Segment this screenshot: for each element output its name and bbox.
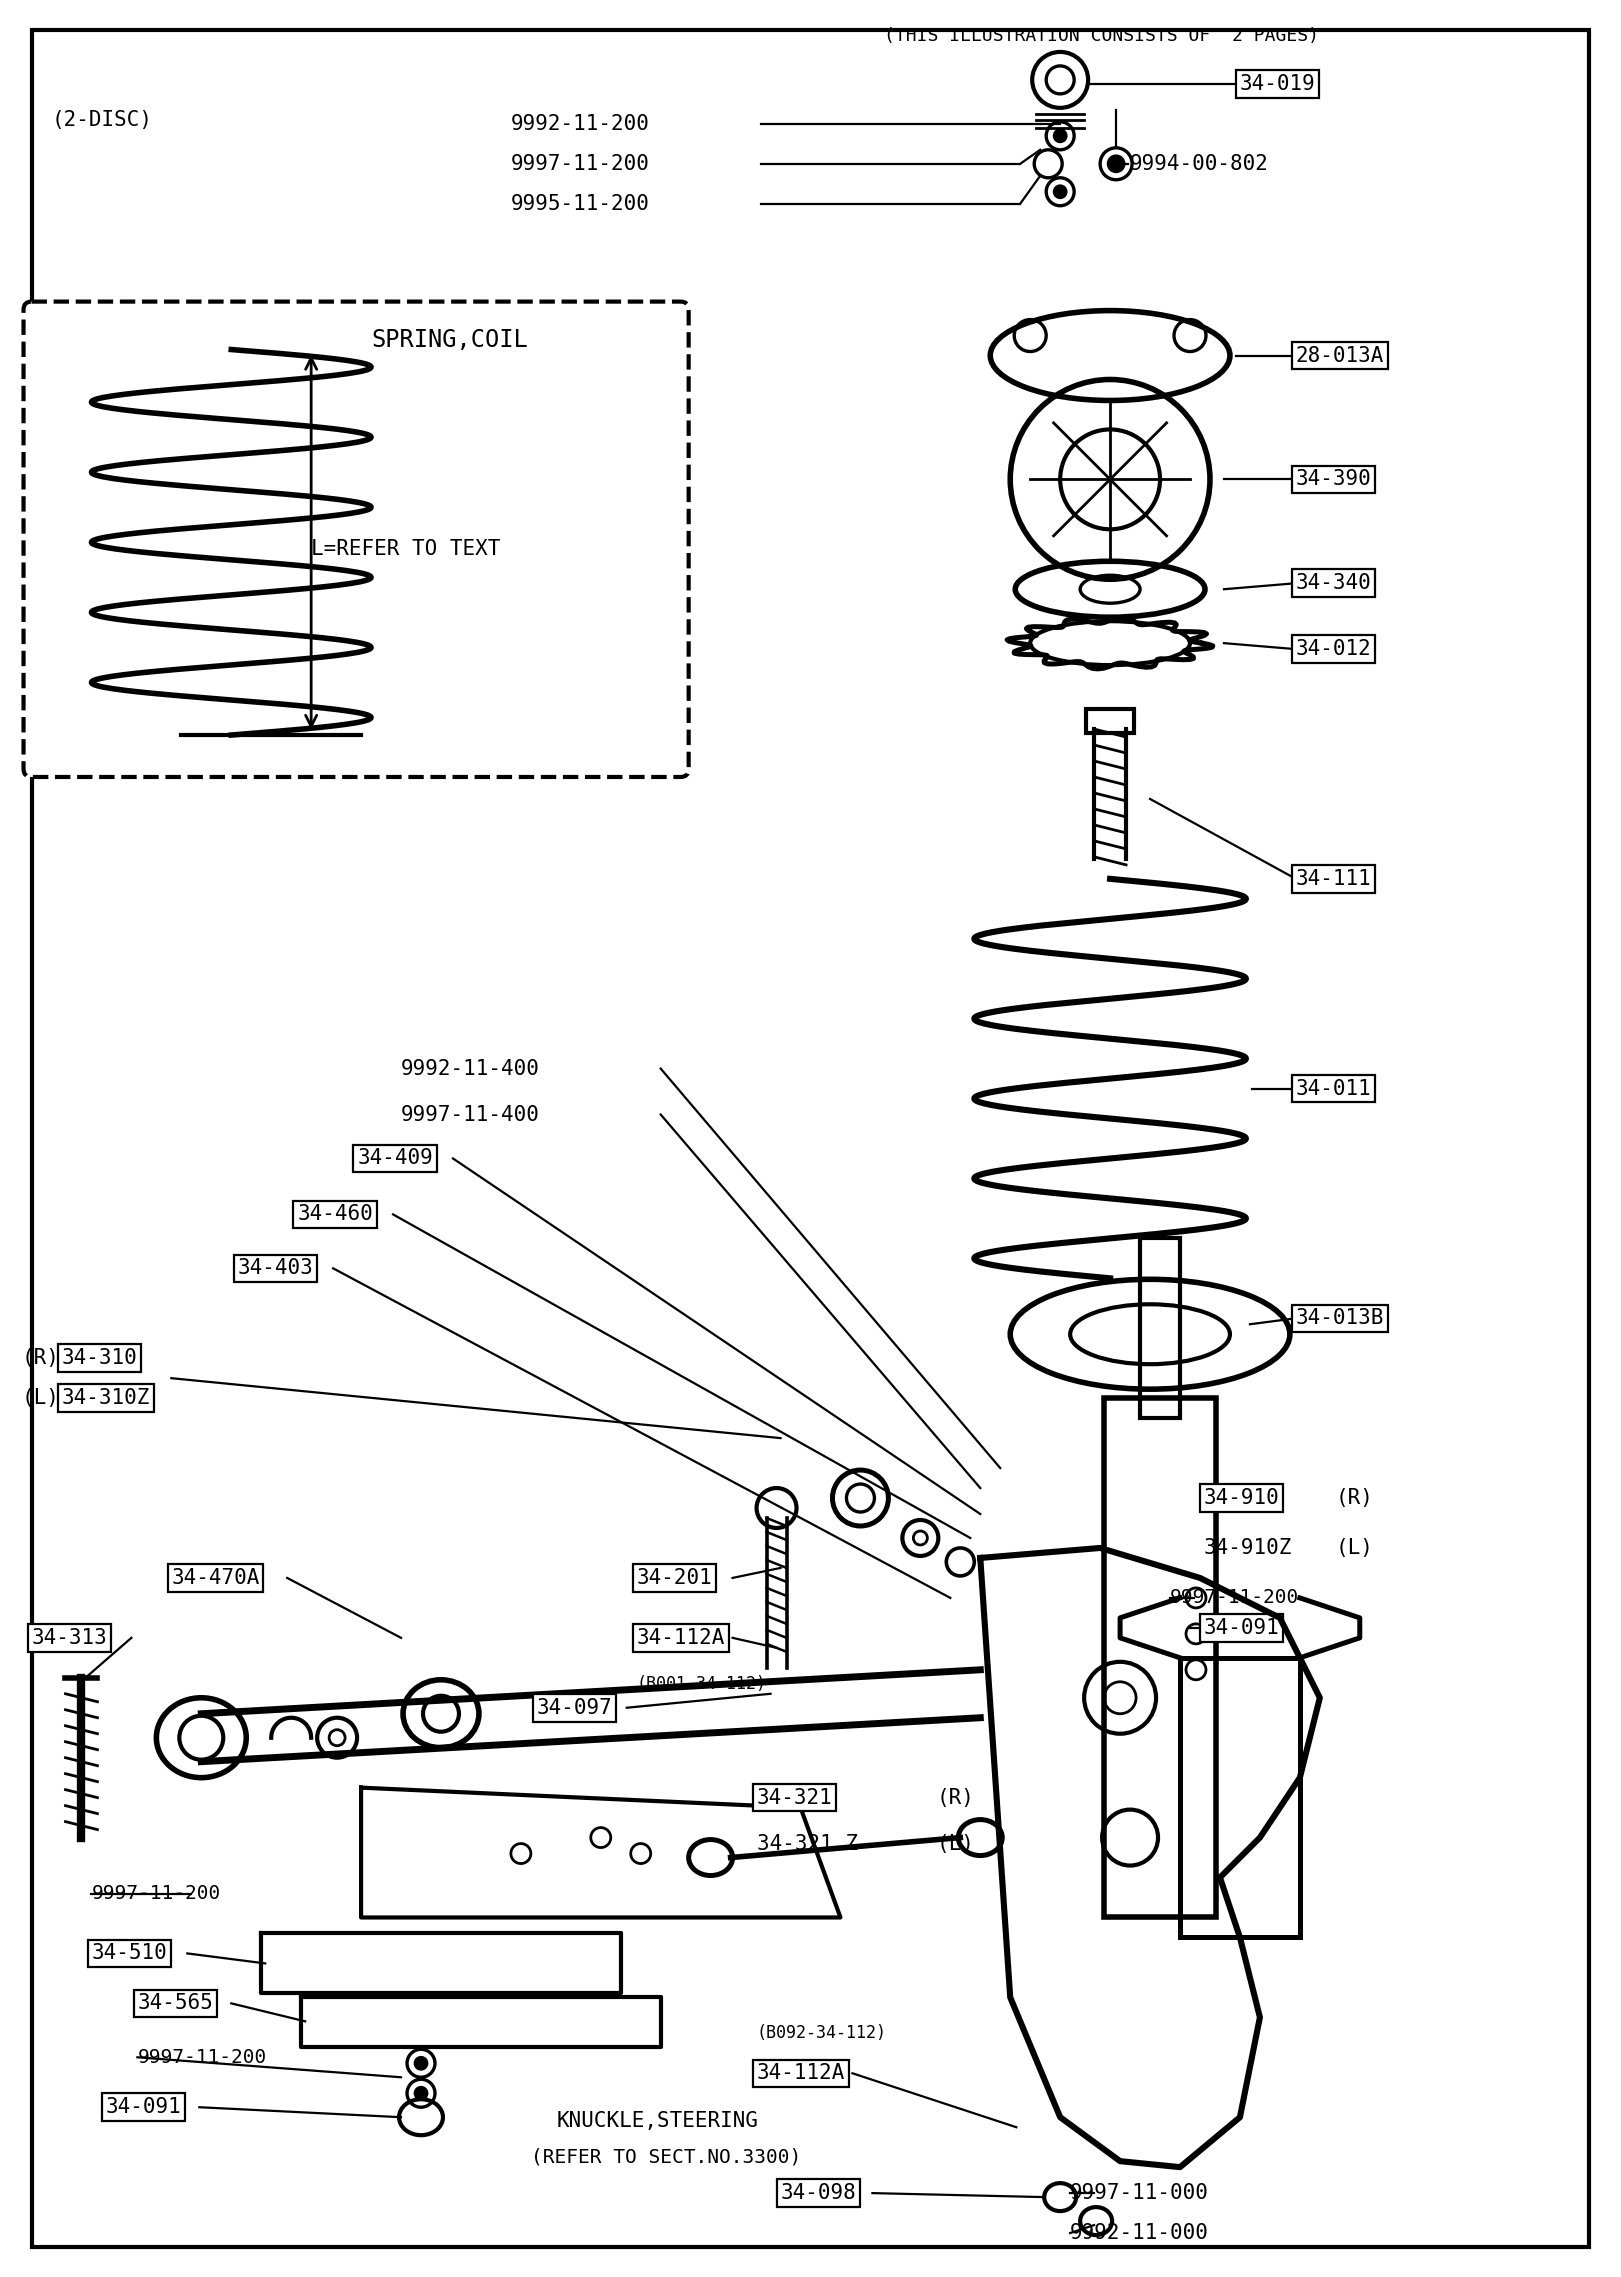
Text: 34-201: 34-201 [637, 1569, 713, 1587]
Text: (B001-34-112): (B001-34-112) [637, 1676, 767, 1692]
Text: 34-390: 34-390 [1295, 469, 1371, 490]
Text: (L): (L) [937, 1833, 974, 1853]
Text: 34-111: 34-111 [1295, 870, 1371, 888]
Text: 34-097: 34-097 [537, 1699, 613, 1717]
Text: 34-409: 34-409 [357, 1148, 433, 1168]
Text: (THIS ILLUSTRATION CONSISTS OF  2 PAGES): (THIS ILLUSTRATION CONSISTS OF 2 PAGES) [883, 27, 1319, 46]
Text: 34-310: 34-310 [62, 1348, 138, 1368]
Bar [1180, 1658, 1300, 1938]
Text: L=REFER TO TEXT: L=REFER TO TEXT [311, 540, 501, 560]
Text: 34-470A: 34-470A [172, 1569, 259, 1587]
Text: 34-091: 34-091 [105, 2097, 182, 2118]
Text: (R): (R) [937, 1787, 974, 1808]
Text: 34-340: 34-340 [1295, 574, 1371, 594]
Text: 34-460: 34-460 [297, 1205, 373, 1225]
Text: 34-403: 34-403 [237, 1259, 313, 1277]
Text: 34-910Z: 34-910Z [1204, 1537, 1292, 1557]
Bar [1086, 708, 1135, 733]
Text: (B092-34-112): (B092-34-112) [757, 2024, 887, 2042]
Text: 34-112A: 34-112A [637, 1628, 725, 1649]
Text: 34-310Z: 34-310Z [62, 1389, 149, 1407]
Text: 34-910: 34-910 [1204, 1489, 1279, 1507]
Circle shape [1109, 155, 1123, 171]
Text: (REFER TO SECT.NO.3300): (REFER TO SECT.NO.3300) [530, 2147, 801, 2168]
Circle shape [415, 2088, 426, 2099]
Text: (L): (L) [21, 1389, 60, 1407]
Text: 34-091: 34-091 [1204, 1619, 1279, 1637]
Text: 9992-11-200: 9992-11-200 [511, 114, 650, 134]
Text: 34-510: 34-510 [91, 1945, 167, 1963]
Text: 34-321 Z: 34-321 Z [757, 1833, 858, 1853]
Text: 34-013B: 34-013B [1295, 1309, 1384, 1327]
Text: 9997-11-000: 9997-11-000 [1070, 2184, 1209, 2204]
Text: 34-012: 34-012 [1295, 640, 1371, 658]
Text: KNUCKLE,STEERING: KNUCKLE,STEERING [558, 2111, 759, 2131]
Text: 34-313: 34-313 [31, 1628, 107, 1649]
Circle shape [415, 2058, 426, 2070]
Text: 34-011: 34-011 [1295, 1079, 1371, 1098]
Circle shape [1054, 130, 1067, 141]
Text: 28-013A: 28-013A [1295, 346, 1384, 367]
Text: 34-112A: 34-112A [757, 2063, 845, 2083]
Text: 34-321: 34-321 [757, 1787, 832, 1808]
Text: 9992-11-400: 9992-11-400 [400, 1059, 540, 1079]
Text: (2-DISC): (2-DISC) [52, 109, 152, 130]
Text: 9994-00-802: 9994-00-802 [1130, 155, 1269, 173]
Text: 9997-11-200: 9997-11-200 [91, 1883, 220, 1904]
Text: 9997-11-200: 9997-11-200 [138, 2047, 266, 2068]
Text: SPRING,COIL: SPRING,COIL [371, 328, 528, 351]
Bar [1140, 1239, 1180, 1419]
Text: 34-098: 34-098 [781, 2184, 856, 2204]
Text: (L): (L) [1336, 1537, 1373, 1557]
Text: 9992-11-000: 9992-11-000 [1070, 2222, 1209, 2243]
Text: 34-019: 34-019 [1240, 73, 1316, 93]
Text: 9997-11-200: 9997-11-200 [511, 155, 650, 173]
Bar [1104, 1398, 1216, 1917]
Text: 9995-11-200: 9995-11-200 [511, 194, 650, 214]
Text: (R): (R) [1336, 1489, 1373, 1507]
Text: 9997-11-200: 9997-11-200 [1170, 1589, 1300, 1608]
Circle shape [1054, 187, 1067, 198]
Text: 34-565: 34-565 [138, 1992, 212, 2013]
Text: 9997-11-400: 9997-11-400 [400, 1104, 540, 1125]
Text: (R): (R) [21, 1348, 60, 1368]
FancyBboxPatch shape [24, 301, 689, 776]
